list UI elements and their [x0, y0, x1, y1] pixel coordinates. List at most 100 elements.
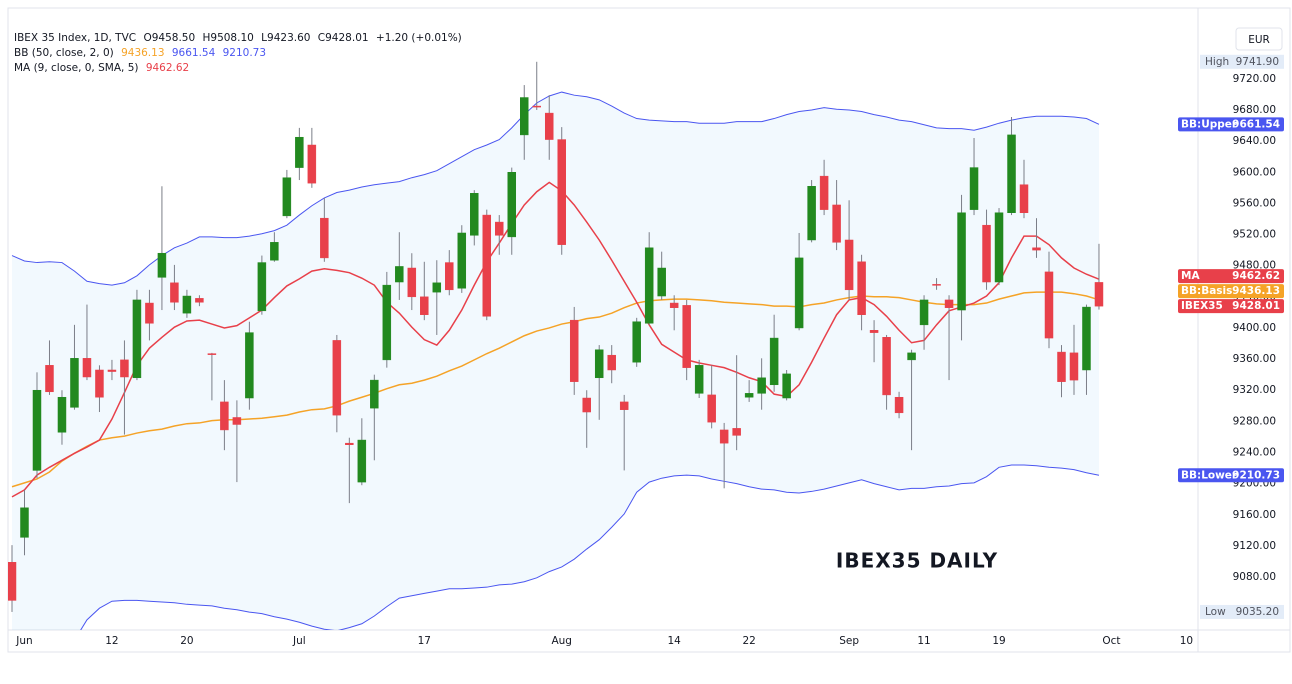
symbol: IBEX 35 Index, 1D, TVC [14, 32, 136, 44]
candle-body [8, 562, 17, 601]
candle-body [1057, 351, 1066, 382]
legend-line: MA (9, close, 0, SMA, 5) 9462.62 [14, 62, 189, 74]
y-tick-label: 9240.00 [1233, 447, 1276, 459]
candle-body [32, 389, 42, 471]
indicator-line [11, 291, 1100, 488]
indicator-line [80, 464, 1100, 630]
x-tick-label: 20 [180, 635, 193, 647]
candle-body [207, 353, 217, 355]
candle-body [782, 373, 791, 399]
extreme-label: High [1205, 56, 1229, 68]
candle-body [1019, 184, 1029, 213]
candle-body [644, 247, 654, 324]
candle-body [719, 429, 729, 444]
candle-body [220, 401, 229, 431]
candle-body [520, 97, 529, 136]
candle-body [932, 284, 941, 286]
candle-body [257, 262, 267, 312]
extreme-box [1200, 54, 1284, 69]
candle-body [70, 358, 79, 408]
candle-body [1032, 247, 1041, 251]
candle-body [982, 224, 991, 283]
y-tick-label: 9600.00 [1233, 166, 1276, 178]
price-tag-value: 9428.01 [1232, 300, 1280, 312]
y-tick-label: 9480.00 [1233, 260, 1276, 272]
ohlc-value: L9423.60 [261, 32, 310, 44]
y-tick-label: 9080.00 [1233, 571, 1276, 583]
candle-body [45, 365, 54, 393]
candle-body [832, 204, 841, 243]
candle-body [1007, 134, 1016, 213]
y-tick-label: 9680.00 [1233, 104, 1276, 116]
y-tick-label: 9320.00 [1233, 384, 1276, 396]
candle-body [307, 144, 317, 184]
candle-body [807, 186, 816, 241]
candle-body [907, 352, 916, 361]
y-tick-label: 9160.00 [1233, 509, 1276, 521]
candle-body [744, 393, 754, 398]
candle-body [794, 257, 804, 329]
candle-body [1082, 306, 1091, 371]
candle-body [957, 212, 966, 311]
price-tag [1178, 468, 1284, 483]
y-tick-label: 9720.00 [1233, 73, 1276, 85]
indicator-line [11, 181, 1100, 498]
candle-body [345, 442, 354, 445]
candle-body [395, 266, 404, 283]
candle-body [1069, 352, 1079, 381]
candle-body [882, 337, 891, 396]
candle-body [819, 175, 829, 210]
legend-line: IBEX 35 Index, 1D, TVC O9458.50 H9508.10… [14, 32, 462, 44]
x-tick-label: 11 [917, 635, 930, 647]
candle-body [182, 295, 192, 314]
candle-body [370, 379, 379, 409]
candle-body [282, 177, 292, 217]
x-tick-label: 14 [667, 635, 681, 647]
x-tick-label: 22 [742, 635, 755, 647]
indicator-value: 9436.13 [121, 47, 164, 59]
x-tick-label: 10 [1180, 635, 1193, 647]
candle-body [157, 252, 167, 278]
price-tag-name: BB:Upper [1181, 118, 1238, 130]
price-tag-name: IBEX35 [1181, 300, 1223, 312]
candle-body [769, 337, 779, 386]
candle-body [694, 365, 704, 394]
price-tag-name: MA [1181, 270, 1200, 282]
legend-line: BB (50, close, 2, 0) 9436.13 9661.54 921… [14, 47, 266, 59]
y-tick-label: 9400.00 [1233, 322, 1276, 334]
x-tick-label: 17 [418, 635, 431, 647]
currency-button[interactable]: EUR [1235, 27, 1283, 51]
candle-body [844, 239, 854, 291]
currency[interactable]: EUR [1248, 34, 1270, 46]
candle-body [1094, 282, 1104, 307]
change-value: +1.20 (+0.01%) [376, 32, 462, 44]
candle-body [82, 358, 92, 378]
extreme-label: Low [1205, 606, 1226, 618]
ohlc-value: O9458.50 [143, 32, 195, 44]
candle-body [407, 267, 417, 298]
candle-body [682, 305, 691, 368]
candle-body [632, 321, 641, 363]
price-tag [1178, 299, 1284, 314]
candle-body [357, 439, 367, 483]
candle-body [332, 340, 342, 416]
x-tick-label: Jul [292, 635, 306, 647]
x-tick-label: 19 [992, 635, 1005, 647]
y-tick-label: 9640.00 [1233, 135, 1276, 147]
candle-body [270, 242, 279, 261]
x-tick-label: Sep [839, 635, 859, 647]
candle-body [669, 302, 679, 308]
candle-body [57, 396, 67, 433]
candle-body [919, 299, 929, 326]
candle-body [894, 396, 904, 414]
candle-body [195, 298, 204, 303]
currency-box[interactable] [1235, 27, 1283, 51]
indicator-value: 9210.73 [223, 47, 266, 59]
price-tag-value: 9210.73 [1232, 469, 1280, 481]
candle-body [132, 299, 142, 379]
candle-body [107, 369, 117, 372]
candle-body [382, 284, 392, 361]
candle-body [607, 354, 616, 371]
candle-body [732, 428, 741, 436]
candle-body [557, 139, 566, 245]
